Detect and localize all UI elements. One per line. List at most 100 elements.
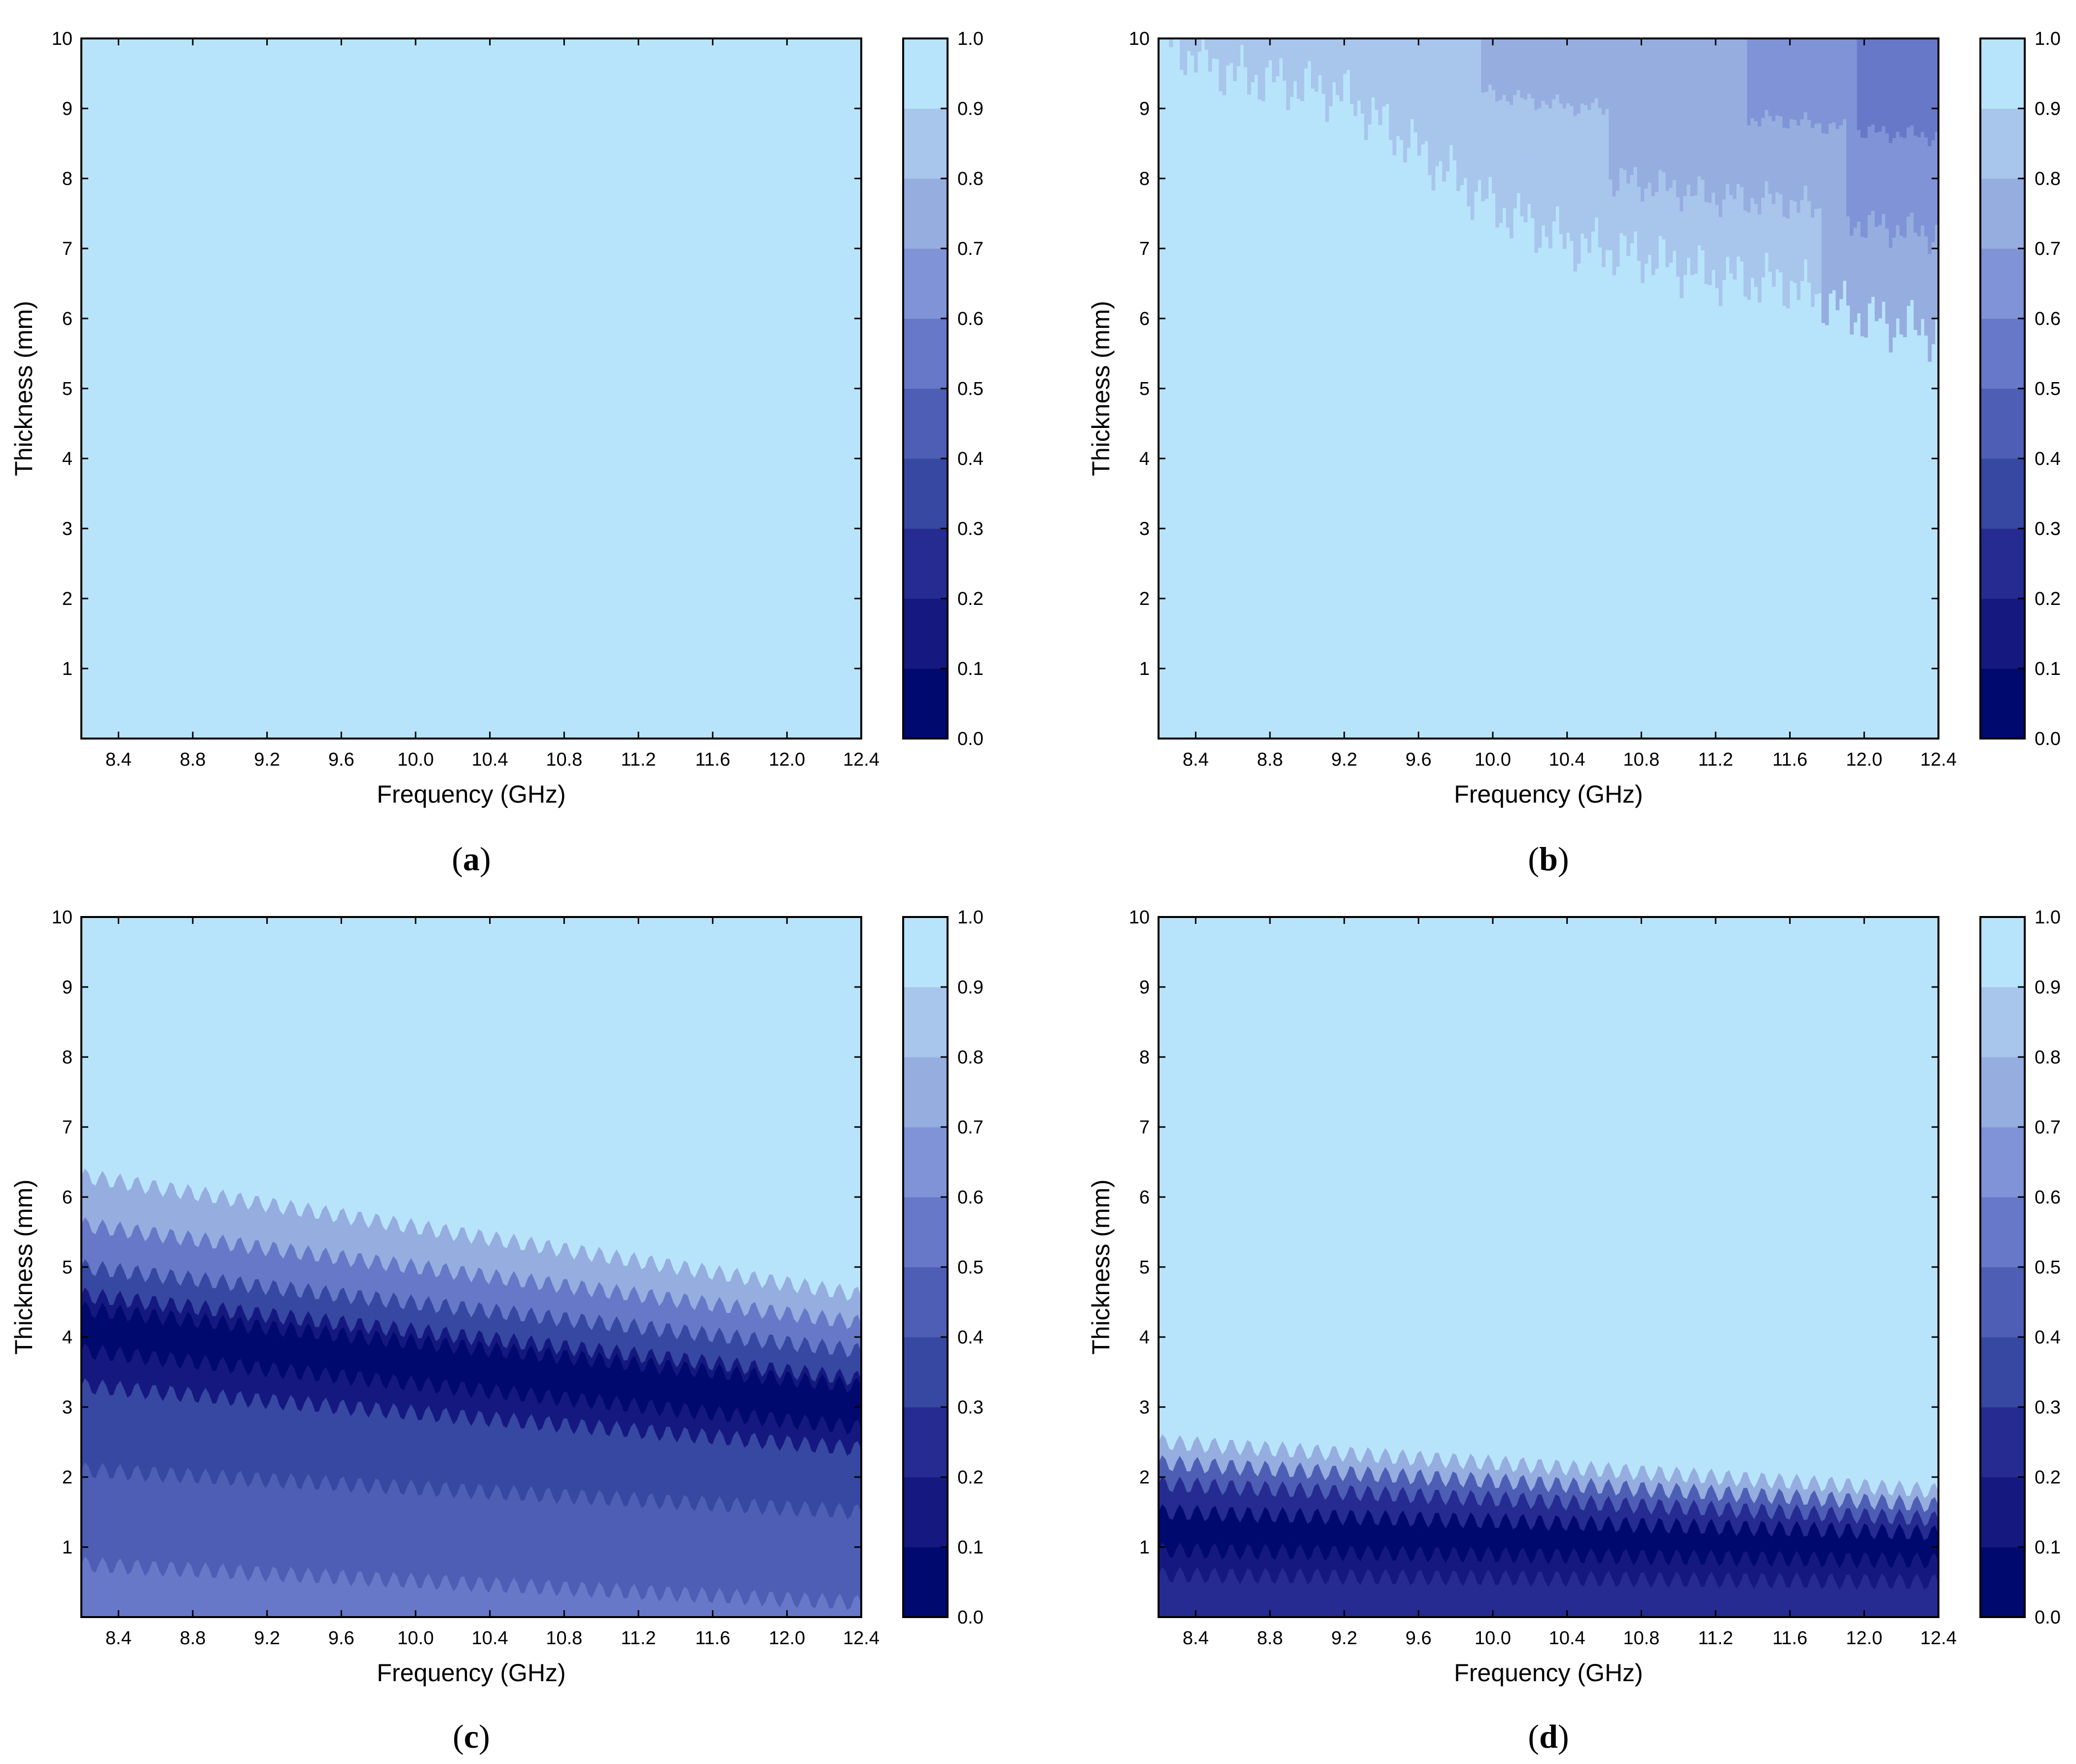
heatmap-cell: [1626, 111, 1630, 184]
heatmap-cell: [1853, 38, 1858, 133]
heatmap-cell: [1885, 133, 1889, 229]
heatmap-cell: [1732, 199, 1737, 280]
heatmap-cell: [1396, 38, 1400, 71]
heatmap-cell: [1669, 188, 1673, 263]
heatmap-cell: [1747, 38, 1751, 126]
y-tick-label: 1: [1139, 659, 1150, 679]
heatmap-cell: [1761, 198, 1765, 278]
x-tick-label: 10.0: [397, 749, 434, 770]
heatmap-cell: [1864, 38, 1868, 139]
heatmap-cell: [1368, 67, 1372, 96]
heatmap-cell: [1463, 131, 1468, 178]
heatmap-cell: [1842, 200, 1847, 281]
heatmap-cell: [1272, 68, 1276, 82]
x-tick-label: 8.8: [180, 749, 206, 770]
heatmap-cell: [1219, 38, 1223, 56]
heatmap-cell: [1247, 75, 1251, 95]
heatmap-cell: [1474, 141, 1478, 192]
heatmap-cell: [1818, 38, 1822, 124]
heatmap-cell: [1839, 212, 1843, 299]
colorbar-tick-label: 0.7: [2035, 1117, 2061, 1138]
y-tick-label: 10: [1129, 29, 1150, 49]
heatmap-cell: [1906, 127, 1911, 217]
heatmap-cell: [1538, 108, 1542, 178]
y-tick-label: 9: [62, 977, 72, 998]
heatmap-cell: [1609, 109, 1613, 180]
x-tick-label: 10.8: [1623, 749, 1659, 770]
heatmap-cell: [1226, 47, 1230, 57]
heatmap-cell: [1456, 140, 1460, 191]
heatmap-cell: [1360, 38, 1365, 64]
heatmap-cell: [1899, 236, 1903, 335]
heatmap-cell: [1860, 237, 1865, 337]
heatmap-cell: [1562, 108, 1567, 179]
colorbar-segment: [903, 1547, 948, 1618]
heatmap-cell: [1570, 173, 1574, 241]
colorbar-segment: [903, 248, 948, 319]
heatmap-cell: [1917, 236, 1921, 336]
heatmap-cell: [1346, 59, 1350, 70]
heatmap-cell: [1339, 80, 1343, 102]
heatmap-cell: [1499, 38, 1503, 100]
heatmap-cell: [1644, 38, 1648, 114]
heatmap-cell: [1935, 225, 1938, 318]
heatmap-cell: [1648, 110, 1652, 183]
heatmap-cell: [1672, 109, 1677, 180]
heatmap-cell: [1329, 38, 1333, 61]
heatmap-cell: [1247, 38, 1251, 57]
x-tick-label: 11.2: [1698, 1628, 1733, 1649]
heatmap-cell: [1265, 48, 1269, 58]
colorbar-tick-label: 0.0: [2035, 729, 2061, 749]
heatmap-cell: [1403, 79, 1407, 121]
heatmap-cell: [1293, 52, 1298, 67]
heatmap-cell: [1275, 51, 1280, 64]
heatmap-cell: [1215, 52, 1219, 60]
heatmap-cell: [1598, 108, 1602, 178]
heatmap-cell: [1899, 38, 1903, 138]
y-axis-title: Thickness (mm): [10, 1179, 37, 1355]
heatmap-cell: [1687, 111, 1691, 185]
y-tick-label: 6: [62, 1187, 72, 1208]
colorbar-tick-label: 0.4: [2035, 449, 2061, 469]
heatmap-cell: [1555, 94, 1560, 151]
heatmap-cell: [1598, 177, 1602, 247]
heatmap-cell: [1194, 50, 1198, 62]
heatmap-cell: [1389, 106, 1393, 141]
heatmap-cell: [1290, 77, 1294, 97]
colorbar-tick-label: 0.2: [2035, 1467, 2061, 1488]
heatmap-cell: [1548, 178, 1552, 248]
y-tick-label: 6: [1139, 309, 1150, 329]
heatmap-cell: [1892, 38, 1897, 139]
heatmap-cell: [1591, 38, 1595, 103]
heatmap-cell: [1417, 38, 1421, 78]
y-tick-label: 7: [1139, 1117, 1150, 1138]
heatmap-cell: [1435, 81, 1439, 124]
heatmap-cell: [1768, 38, 1772, 116]
heatmap-cell: [1764, 109, 1769, 181]
heatmap-cell: [1286, 86, 1290, 110]
heatmap-cell: [1346, 38, 1350, 49]
heatmap-cell: [1368, 38, 1372, 68]
heatmap-cell: [1250, 68, 1255, 82]
heatmap-cell: [1435, 123, 1439, 167]
colorbar-tick-label: 0.4: [957, 1327, 984, 1348]
x-tick-label: 8.8: [1257, 749, 1283, 770]
heatmap-cell: [1570, 38, 1574, 106]
heatmap-cell: [1736, 111, 1740, 184]
heatmap-cell: [1385, 60, 1390, 82]
y-tick-label: 3: [62, 1397, 72, 1418]
heatmap-cell: [1825, 229, 1829, 325]
x-tick-label: 9.6: [328, 749, 354, 770]
heatmap-cell: [1374, 38, 1379, 63]
heatmap-cell: [1222, 38, 1227, 58]
colorbar-tick-label: 1.0: [2035, 29, 2061, 49]
heatmap-cell: [1523, 38, 1528, 100]
heatmap-cell: [1290, 38, 1294, 58]
colorbar-segment: [903, 529, 948, 599]
heatmap-cell: [1520, 98, 1524, 157]
heatmap-cell: [1885, 228, 1889, 324]
heatmap-cell: [1364, 72, 1368, 106]
heatmap-cell: [1314, 38, 1319, 56]
heatmap-cell: [1598, 38, 1602, 108]
heatmap-cell: [1701, 179, 1705, 250]
